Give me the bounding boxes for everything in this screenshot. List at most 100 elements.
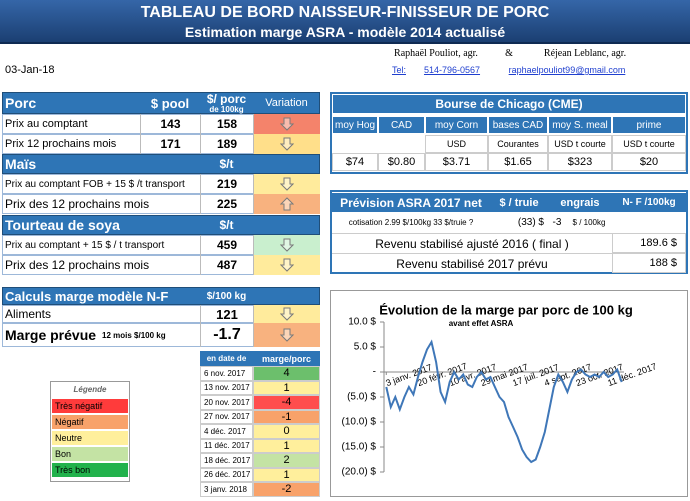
date-cell: 13 nov. 2017: [200, 380, 253, 395]
row-label: Revenu stabilisé 2017 prévu: [332, 253, 612, 273]
legend-title: Légende: [73, 384, 107, 394]
y-tick-label: (5.0) $: [347, 392, 376, 403]
author: Réjean Leblanc, agr.: [543, 47, 627, 59]
column-header: de 100kg: [209, 105, 244, 114]
variation-cell: [253, 235, 320, 255]
arrow-icon: [279, 117, 294, 131]
marge-cell: -2: [253, 482, 320, 497]
y-tick-label: -: [373, 367, 376, 378]
section-title: Calculs marge modèle N-F: [5, 288, 169, 304]
unit: Courantes: [488, 135, 548, 153]
author-separator: &: [505, 47, 513, 59]
column-header: $/100 kg: [206, 290, 247, 302]
marge-cell: 4: [253, 366, 320, 381]
quote: $0.80: [378, 153, 425, 171]
marge-cell: -4: [253, 395, 320, 410]
y-tick-label: 10.0 $: [348, 317, 376, 328]
variation-cell: [253, 323, 320, 347]
value: 158: [200, 114, 253, 134]
marge-cell: 1: [253, 438, 320, 453]
row-label: Aliments: [5, 307, 52, 321]
marge-cell: 1: [253, 380, 320, 395]
variation-cell: [253, 194, 320, 214]
column-header: $ / truie: [499, 196, 539, 209]
arrow: [279, 328, 294, 342]
quote: $1.65: [488, 153, 548, 171]
section-header: [2, 215, 320, 235]
value: 188 $: [612, 253, 686, 273]
column-header: moy S. meal: [548, 116, 612, 134]
section-title: Porc: [5, 95, 37, 111]
arrow: [279, 258, 294, 272]
section-header: [2, 287, 320, 305]
arrow-icon: [279, 328, 294, 342]
chart-title: Évolution de la marge par porc de 100 kg: [379, 302, 633, 317]
value: 225: [200, 194, 253, 214]
row-label: Prix au comptant + 15 $ / t transport: [5, 239, 165, 251]
legend-item: Très bon: [52, 463, 128, 477]
column-header: Prévision ASRA 2017 net: [340, 195, 482, 210]
value: 459: [200, 235, 253, 255]
cme-title: Bourse de Chicago (CME): [333, 95, 685, 113]
marge-cell: 2: [253, 453, 320, 468]
date-cell: 11 déc. 2017: [200, 438, 253, 453]
title: TABLEAU DE BORD NAISSEUR-FINISSEUR DE PO…: [140, 3, 550, 21]
value: 143: [140, 114, 200, 134]
column-header: N- F /100kg: [622, 197, 676, 208]
arrow-icon: [279, 177, 294, 191]
column-header: marge/porc: [261, 353, 312, 364]
section-header: [2, 154, 320, 174]
variation-cell: [253, 255, 320, 275]
arrow-icon: [279, 307, 294, 321]
value: 171: [140, 134, 200, 154]
variation-cell: [253, 174, 320, 194]
cotisation: cotisation 2.99 $/100kg 33 $/truie ?: [348, 218, 474, 227]
column-header: $ pool: [150, 95, 190, 111]
legend-item: Très négatif: [52, 399, 128, 413]
legend-item: Bon: [52, 447, 128, 461]
date-cell: 18 déc. 2017: [200, 453, 253, 468]
chart-subtitle: avant effet ASRA: [449, 319, 514, 328]
arrow-icon: [279, 197, 294, 211]
arrow: [279, 238, 294, 252]
subtitle: Estimation marge ASRA - modèle 2014 actu…: [184, 23, 506, 40]
row-label: Marge prévue: [5, 327, 97, 343]
unit: $ / 100kg: [572, 218, 606, 227]
column-header: $/ porc: [206, 92, 247, 105]
value: 121: [200, 305, 253, 323]
unit: USD: [425, 135, 488, 153]
column-header: moy Corn: [425, 116, 488, 134]
column-header: en date de: [206, 354, 247, 363]
row-label: Revenu stabilisé ajusté 2016 ( final ): [332, 233, 612, 253]
arrow-icon: [279, 238, 294, 252]
row-label: Prix des 12 prochains mois: [5, 197, 150, 211]
marge-cell: -1: [253, 409, 320, 424]
title-bar: [0, 0, 690, 44]
arrow-icon: [279, 137, 294, 151]
y-tick-label: 5.0 $: [354, 342, 377, 353]
arrow: [279, 137, 294, 151]
date-cell: 4 déc. 2017: [200, 424, 253, 439]
marge-cell: 1: [253, 467, 320, 482]
column-header: CAD: [378, 116, 425, 134]
email[interactable]: raphaelpouliot99@gmail.com: [508, 65, 626, 75]
date-cell: 27 nov. 2017: [200, 409, 253, 424]
line: [385, 339, 623, 464]
value: 219: [200, 174, 253, 194]
date: 03-Jan-18: [5, 64, 55, 76]
quote: $323: [548, 153, 612, 171]
value: -1.7: [200, 323, 253, 347]
legend-item: Négatif: [52, 415, 128, 429]
section-title: Tourteau de soya: [5, 217, 120, 233]
row-note: 12 mois $/100 kg: [102, 330, 166, 340]
marge-cell: 0: [253, 424, 320, 439]
arrow: [279, 117, 294, 131]
value: 189: [200, 134, 253, 154]
table-header: [200, 351, 320, 366]
value: (33) $: [517, 217, 544, 228]
date-cell: 26 déc. 2017: [200, 467, 253, 482]
date-cell: 3 janv. 2018: [200, 482, 253, 497]
y-tick-label: (20.0) $: [342, 467, 377, 478]
row-label: Prix au comptant FOB + 15 $ /t transport: [5, 178, 185, 190]
column-header: $/t: [219, 157, 234, 171]
